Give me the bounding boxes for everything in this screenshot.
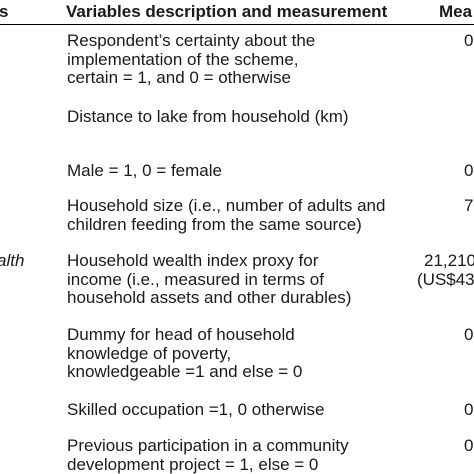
description-line: knowledge of poverty, [67, 343, 232, 363]
description-line: Household wealth index proxy for [67, 251, 319, 270]
description-line: implementation of the scheme, [67, 49, 299, 69]
description-line: Respondent’s certainty about the [67, 31, 316, 50]
mean-value: 0 [464, 161, 474, 180]
header-rule [0, 24, 474, 25]
description-line: Male = 1, 0 = female [67, 161, 222, 180]
description-line: certain = 1, and 0 = otherwise [67, 68, 291, 87]
mean-value: 0 [464, 400, 474, 419]
mean-value: 21,210 [424, 251, 474, 270]
header-mean: Mea [439, 2, 473, 21]
mean-value: 0 [464, 325, 474, 344]
description-line: knowledgeable =1 and else = 0 [67, 362, 303, 381]
description-line: household assets and other durables) [67, 288, 352, 307]
description-line: Distance to lake from household (km) [67, 107, 349, 126]
variable-name: alth [0, 251, 25, 270]
mean-value: 0 [464, 436, 474, 455]
description-line: Skilled occupation =1, 0 otherwise [67, 400, 325, 419]
description-line: Previous participation in a community [67, 436, 349, 455]
description-line: development project = 1, else = 0 [67, 454, 319, 474]
header-variable-fragment: s [0, 2, 9, 21]
mean-value-usd: (US$43 [417, 269, 474, 289]
description-line: Household size (i.e., number of adults a… [67, 196, 386, 215]
description-line: income (i.e., measured in terms of [67, 269, 324, 289]
description-line: Dummy for head of household [67, 325, 295, 344]
mean-value: 0 [464, 31, 474, 50]
mean-value: 7 [464, 196, 474, 215]
header-description: Variables description and measurement [66, 2, 388, 21]
description-line: children feeding from the same source) [67, 214, 362, 234]
